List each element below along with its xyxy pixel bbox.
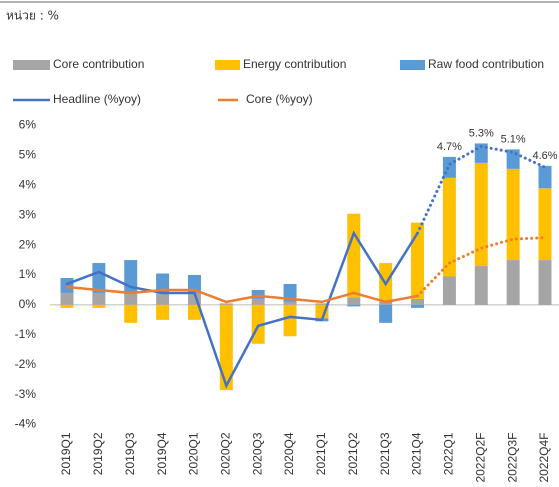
x-tick-label: 2022Q4F — [537, 433, 551, 483]
bar — [538, 188, 552, 261]
bar — [411, 222, 425, 299]
x-tick-label: 2020Q2 — [219, 432, 233, 475]
bar — [506, 260, 520, 305]
x-tick-label: 2020Q4 — [282, 432, 296, 475]
y-tick-label: 3% — [19, 207, 37, 221]
legend-label: Energy contribution — [243, 57, 346, 71]
bar — [156, 273, 170, 293]
bar — [442, 177, 456, 277]
unit-label: หน่วย : % — [6, 9, 59, 23]
bar — [60, 277, 74, 293]
x-tick-label: 2022Q1 — [442, 432, 456, 475]
legend-label: Core (%yoy) — [246, 92, 313, 106]
bar — [187, 304, 201, 320]
x-tick-label: 2021Q4 — [410, 432, 424, 475]
legend-label: Core contribution — [53, 57, 144, 71]
bar — [219, 304, 233, 391]
y-tick-label: 4% — [19, 177, 37, 191]
bar — [474, 266, 488, 305]
bar — [92, 263, 106, 293]
bar — [251, 289, 265, 299]
line — [416, 144, 547, 235]
x-tick-label: 2019Q1 — [59, 432, 73, 475]
y-tick-label: -1% — [15, 327, 37, 341]
bar — [379, 301, 393, 305]
y-tick-label: -2% — [15, 357, 37, 371]
bar — [506, 149, 520, 169]
x-tick-label: 2021Q1 — [314, 432, 328, 475]
y-tick-label: 2% — [19, 237, 37, 251]
bar — [92, 304, 106, 308]
x-tick-label: 2021Q3 — [378, 432, 392, 475]
bar — [315, 303, 329, 305]
bar — [156, 304, 170, 320]
bar — [124, 304, 138, 323]
bar — [442, 156, 456, 178]
legend-label: Headline (%yoy) — [53, 92, 141, 106]
x-tick-label: 2019Q4 — [155, 432, 169, 475]
x-tick-label: 2020Q3 — [250, 432, 264, 475]
bar — [251, 298, 265, 305]
data-label: 4.7% — [437, 141, 462, 153]
bar — [474, 162, 488, 267]
x-tick-label: 2021Q2 — [346, 432, 360, 475]
line — [416, 236, 547, 298]
bar — [347, 297, 361, 305]
bar — [60, 304, 74, 308]
bar — [283, 301, 297, 305]
line — [65, 285, 419, 304]
bar — [156, 292, 170, 305]
bar — [411, 298, 425, 305]
bar — [347, 304, 361, 307]
y-tick-label: 5% — [19, 148, 37, 162]
bar — [442, 276, 456, 305]
bar — [219, 303, 233, 305]
x-tick-label: 2022Q3F — [505, 433, 519, 483]
y-tick-label: 1% — [19, 267, 37, 281]
bar — [124, 292, 138, 305]
y-tick-label: 0% — [19, 297, 37, 311]
bar — [538, 165, 552, 189]
legend-swatch — [400, 60, 425, 70]
x-tick-label: 2022Q2F — [473, 433, 487, 483]
bar — [187, 292, 201, 305]
bar — [411, 304, 425, 308]
bar — [379, 304, 393, 323]
bar — [60, 292, 74, 305]
legend-swatch — [215, 60, 240, 70]
bar — [347, 213, 361, 298]
data-label: 5.3% — [469, 127, 494, 139]
x-tick-label: 2019Q3 — [123, 432, 137, 475]
data-label: 4.6% — [532, 150, 557, 162]
data-label: 5.1% — [501, 133, 526, 145]
bar — [506, 168, 520, 261]
bar — [538, 260, 552, 305]
bar — [92, 292, 106, 305]
legend-label: Raw food contribution — [428, 57, 544, 71]
legend-swatch — [13, 60, 50, 70]
x-tick-label: 2019Q2 — [91, 432, 105, 475]
line — [65, 230, 419, 389]
x-tick-label: 2020Q1 — [187, 432, 201, 475]
bar — [283, 304, 297, 337]
y-tick-label: -3% — [15, 387, 37, 401]
y-tick-label: -4% — [15, 417, 37, 431]
y-tick-label: 6% — [19, 118, 37, 132]
bar — [187, 275, 201, 293]
